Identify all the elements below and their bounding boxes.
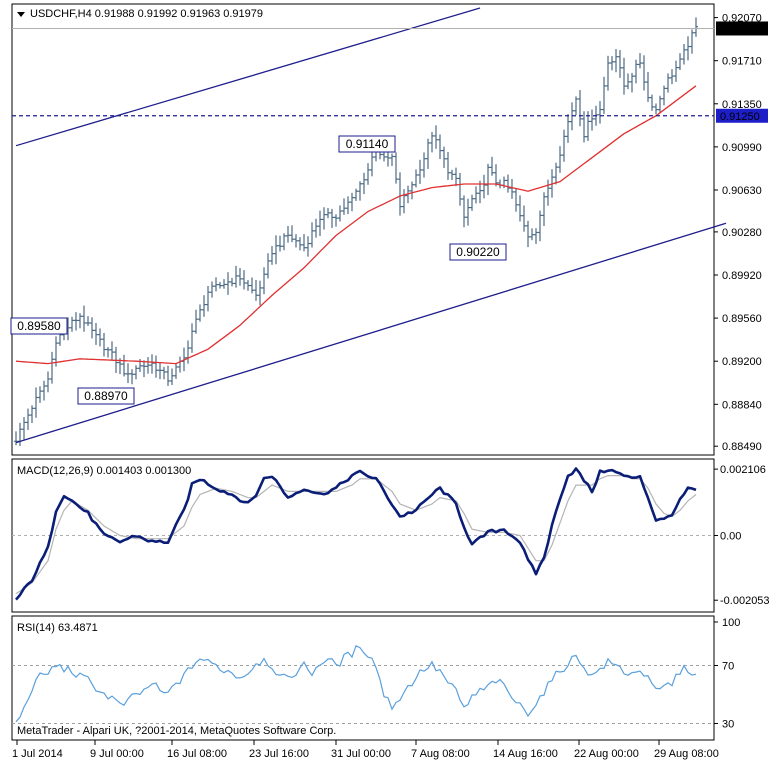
channel-upper-line (15, 7, 481, 147)
rsi-line (15, 644, 697, 723)
time-axis-label: 7 Aug 08:00 (411, 748, 470, 760)
time-axis-label: 22 Aug 00:00 (574, 748, 639, 760)
price-axis-label: 0.89560 (722, 313, 762, 325)
time-axis-label: 29 Aug 08:00 (654, 748, 719, 760)
price-annotation: 0.88970 (77, 387, 135, 405)
copyright-text: MetaTrader - Alpari UK, ?2001-2014, Meta… (17, 725, 336, 737)
current-price-badge (716, 21, 768, 36)
channel-lower-line (15, 222, 727, 444)
moving-average-line (15, 85, 697, 365)
price-axis-label: 0.90630 (722, 185, 762, 197)
price-axis-label: 0.89920 (722, 270, 762, 282)
annotation-label: 0.90220 (456, 245, 500, 259)
price-annotation: 0.90220 (449, 243, 507, 261)
macd-axis-label: 0.00 (720, 531, 741, 543)
macd-title: MACD(12,26,9) 0.001403 0.001300 (17, 465, 191, 477)
symbol-title: USDCHF,H4 0.91988 0.91992 0.91963 0.9197… (30, 8, 263, 20)
time-axis-label: 16 Jul 08:00 (167, 748, 227, 760)
macd-axis-label: -0.002053 (720, 595, 770, 607)
current-price-badge-label: 0.91979 (720, 23, 760, 35)
dropdown-triangle-icon[interactable] (17, 12, 25, 17)
price-panel-frame[interactable] (11, 3, 715, 456)
time-axis-label: 23 Jul 16:00 (249, 748, 309, 760)
price-axis-label: 0.89200 (722, 356, 762, 368)
level-price-badge (716, 108, 768, 123)
macd-layer (12, 467, 714, 601)
annotation-box (449, 243, 507, 261)
annotation-box (10, 317, 68, 335)
level-price-badge-label: 0.91250 (720, 111, 760, 123)
time-axis-label: 14 Aug 16:00 (493, 748, 558, 760)
price-axis-label: 0.90990 (722, 142, 762, 154)
price-axis-label: 0.91350 (722, 99, 762, 111)
rsi-axis-label: 100 (722, 617, 740, 629)
time-axis-label: 31 Jul 00:00 (331, 748, 391, 760)
price-axis-label: 0.88840 (722, 399, 762, 411)
price-annotation: 0.89580 (10, 317, 68, 335)
macd-axis-label: 0.002106 (720, 464, 766, 476)
axis-layer: 0.920700.917100.913500.909900.906300.902… (12, 13, 770, 760)
rsi-axis-label: 30 (722, 719, 734, 731)
annotation-box (77, 387, 135, 405)
rsi-title: RSI(14) 63.4871 (17, 622, 98, 634)
annotation-label: 0.89580 (17, 319, 61, 333)
macd-main-line (15, 467, 697, 601)
annotation-label: 0.88970 (84, 389, 128, 403)
price-axis-label: 0.91710 (722, 56, 762, 68)
rsi-layer (12, 644, 714, 724)
price-axis-label: 0.88490 (722, 441, 762, 453)
time-axis-label: 1 Jul 2014 (12, 748, 63, 760)
price-annotation: 0.91140 (338, 135, 396, 153)
annotation-box (338, 135, 396, 153)
price-layer: 0.89580 0.88970 0.91140 0.90220 (10, 7, 727, 446)
rsi-panel-frame[interactable] (11, 615, 715, 741)
price-axis-label: 0.90280 (722, 227, 762, 239)
annotation-label: 0.91140 (346, 137, 389, 151)
rsi-axis-label: 70 (722, 661, 734, 673)
time-axis-label: 9 Jul 00:00 (90, 748, 144, 760)
